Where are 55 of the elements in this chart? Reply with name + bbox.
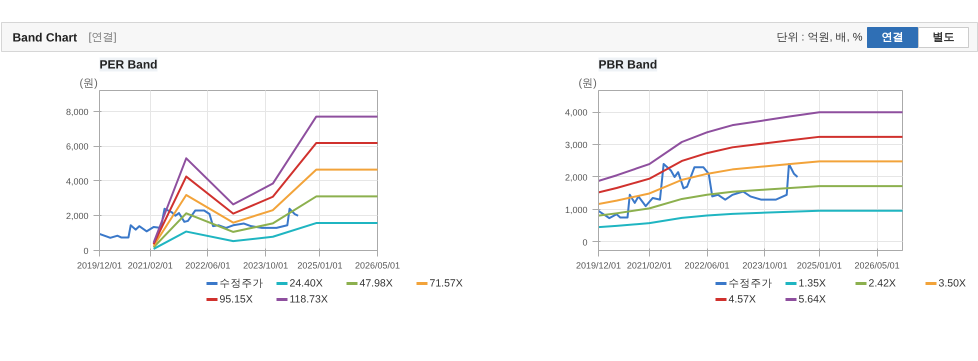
x-tick-label: 2022/06/01 [684,260,730,270]
x-tick-label: 2021/02/01 [626,260,672,270]
text: 연결 [882,32,904,44]
legend-label: 2.42X [868,278,896,290]
y-tick-label: 2,000 [66,211,89,222]
line-series [152,168,378,247]
legend-label: 47.98X [360,278,393,290]
y-tick-label: 2,000 [564,172,588,182]
line-series [598,160,902,205]
y-tick-label: 8,000 [66,106,89,117]
y-tick-label: 0 [582,237,588,248]
line-series [598,136,902,194]
line-series [152,142,378,246]
legend-label: 3.50X [938,278,966,290]
legend-label: 수정주가 [220,278,264,290]
legend-label: 71.57X [430,278,463,290]
x-tick-label: 2019/12/01 [76,260,122,270]
y-tick-label: 4,000 [564,108,588,118]
y-tick-label: 0 [83,246,89,256]
legend-label: 95.15X [220,294,253,306]
legend-label: 수정주가 [728,278,772,290]
text: Band Chart [12,30,78,44]
text: 별도 [932,32,954,44]
y-tick-label: 3,000 [564,140,588,150]
y-axis-title: (원) [578,78,597,90]
legend-label: 1.35X [798,278,826,290]
legend-label: 4.57X [728,294,756,306]
line-series [598,163,799,220]
line-series [598,111,902,182]
x-tick-label: 2025/01/01 [796,260,842,270]
line-series [598,210,902,228]
y-tick-label: 6,000 [66,142,89,152]
legend-label: 118.73X [290,294,328,306]
y-tick-label: 4,000 [66,176,89,186]
x-tick-label: 2025/01/01 [297,260,342,270]
x-tick-label: 2021/02/01 [128,260,173,270]
x-tick-label: 2026/05/01 [354,260,400,270]
line-series [598,185,902,217]
y-axis-title: (원) [80,78,98,90]
line-series [152,195,378,248]
chart-title: PER Band [100,58,158,72]
line-series [100,208,300,239]
text: [연결] [88,32,117,44]
y-tick-label: 1,000 [564,204,588,215]
line-series [152,222,378,250]
x-tick-label: 2023/10/01 [243,260,288,270]
legend-label: 5.64X [798,294,826,306]
x-tick-label: 2022/06/01 [185,260,230,270]
chart-title: PBR Band [598,58,658,72]
x-tick-label: 2023/10/01 [742,260,788,270]
x-tick-label: 2019/12/01 [576,260,622,270]
legend-label: 24.40X [290,278,323,290]
line-series [152,116,378,244]
text: 단위 : 억원, 배, % [776,32,863,44]
x-tick-label: 2026/05/01 [854,260,900,270]
